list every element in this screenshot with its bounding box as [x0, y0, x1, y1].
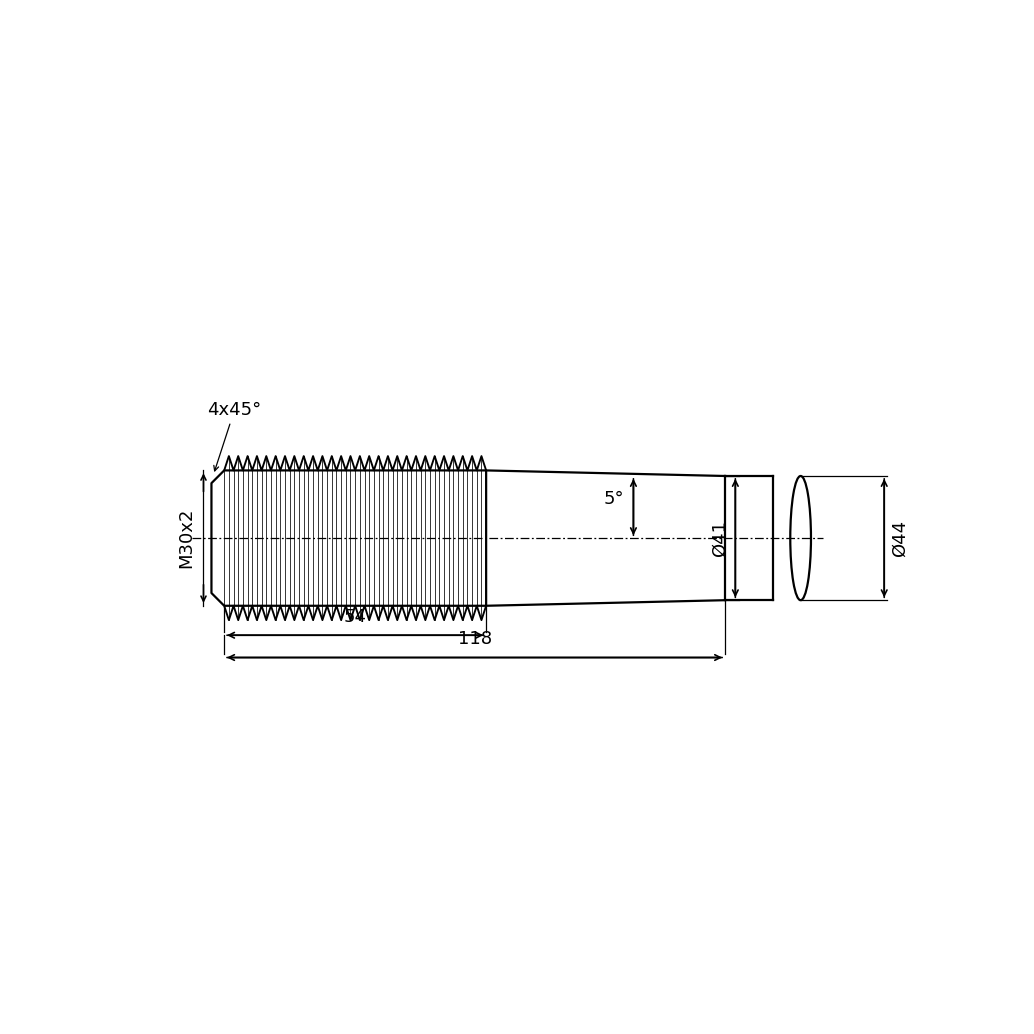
Text: M30x2: M30x2: [177, 508, 195, 569]
Text: Ø41: Ø41: [711, 520, 729, 556]
Text: 118: 118: [457, 630, 491, 648]
Text: 4x45°: 4x45°: [208, 400, 262, 470]
Text: 54: 54: [343, 608, 367, 626]
Text: Ø44: Ø44: [890, 519, 909, 556]
Text: 5°: 5°: [603, 490, 624, 508]
